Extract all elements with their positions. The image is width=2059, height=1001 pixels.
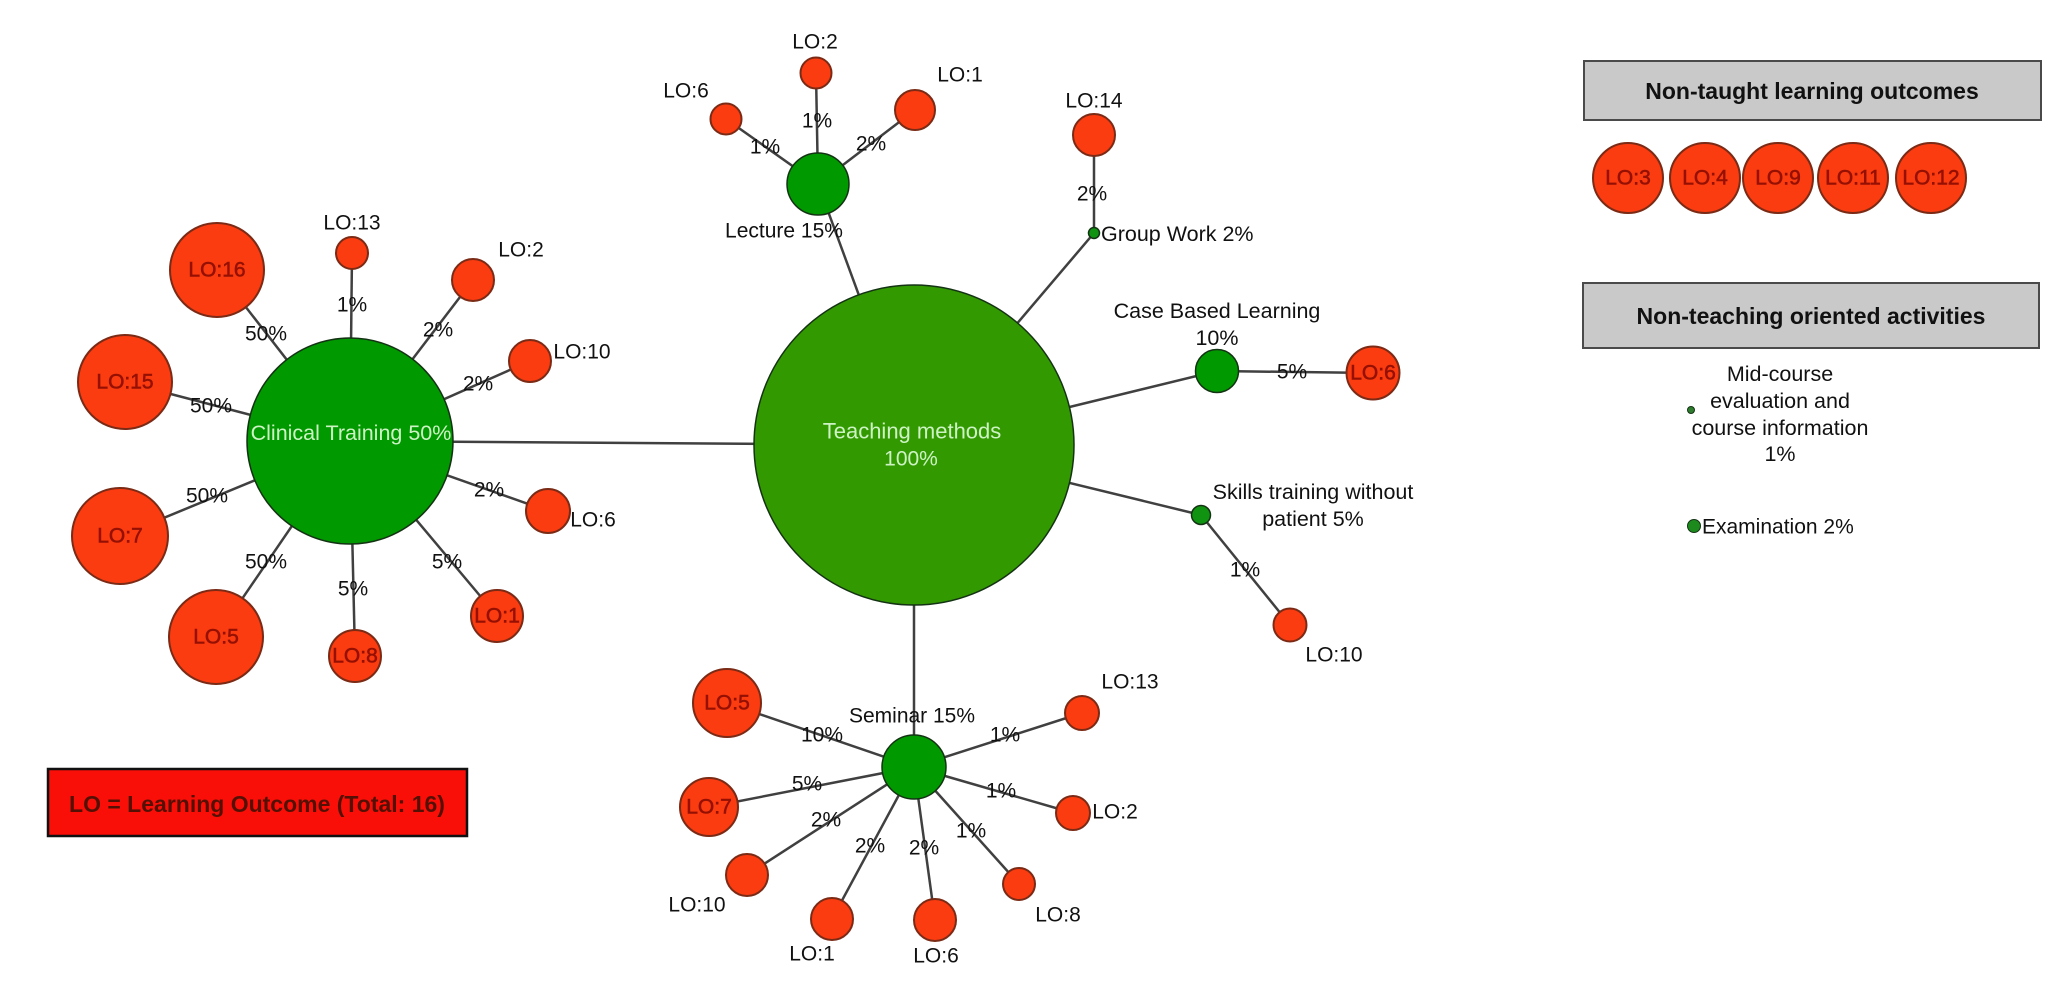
svg-text:Mid-course: Mid-course [1727, 362, 1833, 386]
svg-text:Skills training without: Skills training without [1213, 480, 1414, 504]
svg-text:patient 5%: patient 5% [1262, 507, 1364, 531]
svg-text:LO:4: LO:4 [1682, 167, 1728, 190]
svg-text:LO:5: LO:5 [704, 692, 750, 715]
svg-text:1%: 1% [1230, 559, 1260, 582]
svg-text:LO:12: LO:12 [1902, 167, 1959, 190]
svg-text:Group Work 2%: Group Work 2% [1101, 222, 1254, 246]
svg-text:5%: 5% [792, 773, 822, 796]
svg-text:LO:7: LO:7 [97, 525, 143, 548]
svg-text:1%: 1% [337, 294, 367, 317]
svg-text:1%: 1% [1764, 442, 1795, 466]
svg-text:10%: 10% [1195, 326, 1238, 350]
svg-text:50%: 50% [245, 551, 287, 574]
svg-text:50%: 50% [190, 395, 232, 418]
svg-text:5%: 5% [432, 551, 462, 574]
svg-text:LO:6: LO:6 [663, 80, 709, 103]
svg-text:1%: 1% [750, 136, 780, 159]
svg-text:LO:1: LO:1 [474, 605, 520, 628]
svg-text:5%: 5% [338, 578, 368, 601]
svg-text:1%: 1% [990, 724, 1020, 747]
svg-text:1%: 1% [802, 110, 832, 133]
svg-text:LO:15: LO:15 [96, 371, 153, 394]
svg-text:LO = Learning Outcome (Total:: LO = Learning Outcome (Total: 16) [69, 791, 445, 817]
svg-text:course information: course information [1692, 416, 1869, 440]
svg-text:LO:13: LO:13 [323, 212, 380, 235]
svg-text:LO:9: LO:9 [1755, 167, 1801, 190]
svg-text:Examination 2%: Examination 2% [1702, 516, 1854, 539]
svg-text:LO:2: LO:2 [498, 239, 544, 262]
svg-text:Non-taught learning outcomes: Non-taught learning outcomes [1645, 78, 1979, 104]
svg-text:Clinical Training 50%: Clinical Training 50% [251, 421, 452, 445]
svg-text:LO:14: LO:14 [1065, 90, 1123, 113]
svg-text:2%: 2% [463, 373, 493, 396]
svg-text:LO:2: LO:2 [792, 31, 838, 54]
svg-text:10%: 10% [801, 724, 843, 747]
svg-text:LO:6: LO:6 [1350, 362, 1396, 385]
svg-text:LO:3: LO:3 [1605, 167, 1651, 190]
svg-text:5%: 5% [1277, 361, 1307, 384]
svg-text:LO:2: LO:2 [1092, 801, 1138, 824]
svg-text:Seminar 15%: Seminar 15% [849, 705, 975, 728]
svg-text:2%: 2% [474, 479, 504, 502]
svg-text:LO:10: LO:10 [553, 341, 610, 364]
svg-text:Lecture 15%: Lecture 15% [725, 220, 843, 243]
svg-text:Case Based Learning: Case Based Learning [1114, 299, 1321, 323]
svg-text:50%: 50% [186, 485, 228, 508]
svg-text:LO:8: LO:8 [332, 645, 378, 668]
svg-text:LO:8: LO:8 [1035, 904, 1081, 927]
svg-text:1%: 1% [986, 780, 1016, 803]
svg-text:LO:7: LO:7 [686, 796, 732, 819]
svg-text:Teaching methods: Teaching methods [823, 419, 1002, 444]
svg-text:LO:10: LO:10 [668, 894, 725, 917]
svg-text:LO:11: LO:11 [1825, 167, 1881, 190]
svg-text:2%: 2% [423, 319, 453, 342]
svg-text:LO:6: LO:6 [570, 509, 616, 532]
svg-text:LO:13: LO:13 [1101, 671, 1158, 694]
svg-text:LO:6: LO:6 [913, 945, 959, 968]
svg-text:2%: 2% [811, 809, 841, 832]
svg-text:LO:10: LO:10 [1305, 644, 1362, 667]
svg-text:2%: 2% [1077, 183, 1107, 206]
svg-text:100%: 100% [884, 448, 938, 471]
svg-text:LO:16: LO:16 [188, 259, 245, 282]
svg-text:1%: 1% [956, 820, 986, 843]
svg-text:50%: 50% [245, 323, 287, 346]
svg-text:LO:1: LO:1 [789, 943, 835, 966]
svg-text:LO:5: LO:5 [193, 626, 239, 649]
svg-text:evaluation and: evaluation and [1710, 389, 1850, 413]
svg-text:Non-teaching oriented activiti: Non-teaching oriented activities [1637, 303, 1986, 329]
svg-text:LO:1: LO:1 [937, 64, 983, 87]
svg-text:2%: 2% [856, 133, 886, 156]
svg-text:2%: 2% [855, 835, 885, 858]
svg-text:2%: 2% [909, 837, 939, 860]
